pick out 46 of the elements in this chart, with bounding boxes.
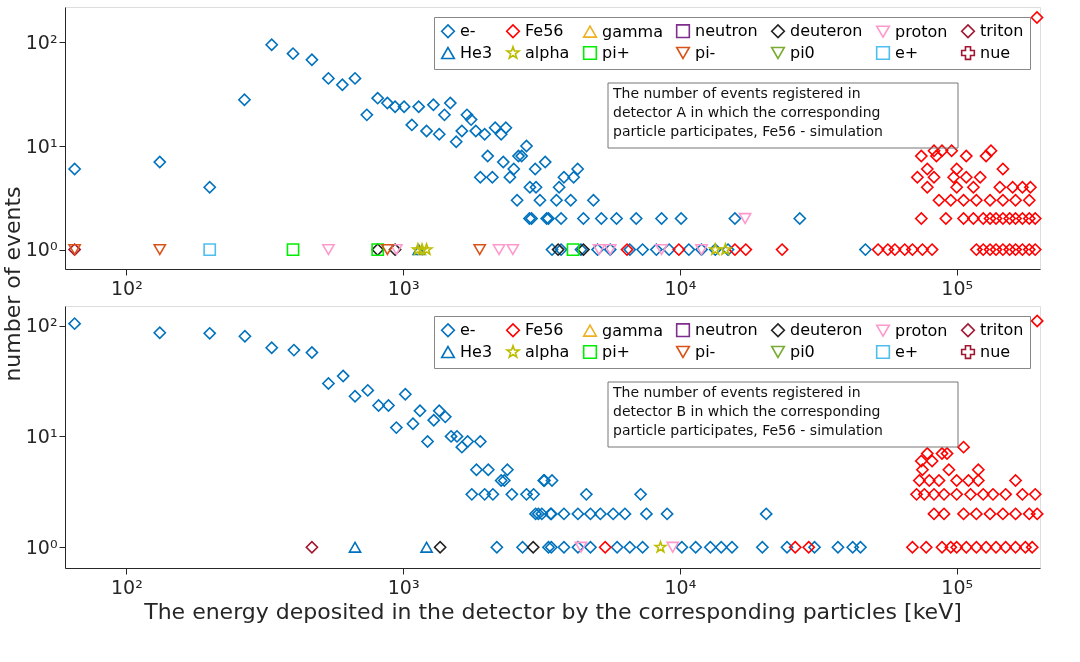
legend-label: pi- — [695, 342, 716, 361]
x-tick-label: 10⁴ — [664, 575, 697, 598]
legend-label: deuteron — [790, 320, 863, 340]
y-tick-label: 10¹ — [25, 424, 58, 447]
legend-label: proton — [895, 21, 948, 41]
legend-label: e+ — [895, 342, 919, 361]
legend-label: alpha — [525, 43, 570, 62]
legend-label: e- — [460, 320, 476, 340]
y-axis-title: number of events — [0, 186, 25, 382]
legend-label: pi0 — [790, 342, 815, 361]
legend-label: proton — [895, 320, 948, 340]
legend-label: gamma — [602, 21, 663, 41]
x-axis-title: The energy deposited in the detector by the corresponding particles [keV] — [143, 598, 962, 624]
legend-label: alpha — [525, 342, 570, 361]
legend-label: Fe56 — [525, 21, 564, 41]
legend-label: e+ — [895, 43, 919, 62]
legend-label: triton — [980, 21, 1024, 41]
legend-label: He3 — [460, 342, 493, 361]
legend-label: pi+ — [602, 43, 631, 62]
x-tick-label: 10⁵ — [941, 276, 974, 299]
annotation: The number of events registered in detector A in which the corresponding particle participates, Fe56 - simulation — [612, 85, 883, 139]
x-tick-label: 10³ — [387, 575, 420, 598]
legend-label: triton — [980, 320, 1024, 340]
y-tick-label: 10¹ — [25, 134, 58, 157]
legend-label: e- — [460, 21, 476, 41]
y-tick-label: 10² — [25, 30, 58, 53]
legend-label: pi+ — [602, 342, 631, 361]
legend-label: nue — [980, 342, 1011, 361]
legend-label: nue — [980, 43, 1011, 62]
legend-label: pi0 — [790, 43, 815, 62]
x-tick-label: 10⁴ — [664, 276, 697, 299]
x-tick-label: 10⁵ — [941, 575, 974, 598]
x-tick-label: 10² — [111, 575, 143, 598]
legend-label: Fe56 — [525, 320, 564, 340]
legend-label: pi- — [695, 43, 716, 62]
legend-label: deuteron — [790, 21, 863, 41]
y-tick-label: 10² — [25, 314, 58, 337]
annotation: The number of events registered in detector B in which the corresponding particle participates, Fe56 - simulation — [612, 384, 883, 438]
legend-label: neutron — [695, 21, 758, 41]
legend-label: He3 — [460, 43, 493, 62]
x-tick-label: 10² — [111, 276, 143, 299]
y-tick-label: 10⁰ — [25, 535, 58, 558]
legend-label: gamma — [602, 320, 663, 340]
x-tick-label: 10³ — [387, 276, 420, 299]
y-tick-label: 10⁰ — [25, 238, 58, 261]
legend-label: neutron — [695, 320, 758, 340]
